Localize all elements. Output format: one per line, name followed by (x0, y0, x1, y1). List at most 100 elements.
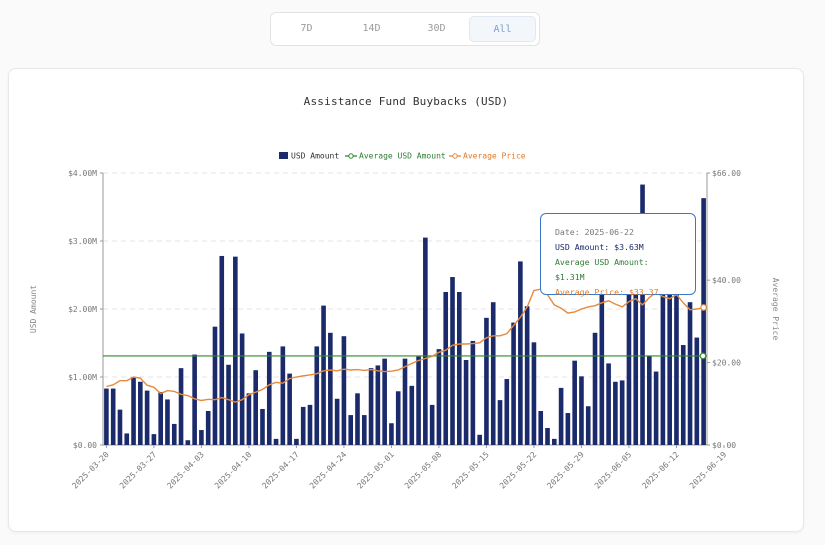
usd-amount-bar[interactable] (660, 291, 666, 445)
usd-amount-bar[interactable] (538, 411, 544, 445)
usd-amount-bar[interactable] (294, 438, 299, 445)
usd-amount-bar[interactable] (192, 354, 197, 445)
usd-amount-bar[interactable] (117, 409, 123, 445)
usd-amount-bar[interactable] (409, 385, 415, 445)
usd-amount-bar[interactable] (402, 358, 408, 445)
usd-amount-bar[interactable] (328, 332, 333, 445)
usd-amount-bar[interactable] (151, 434, 157, 445)
usd-amount-bar[interactable] (531, 342, 537, 445)
range-30d-button[interactable]: 30D (427, 23, 446, 34)
legend-average-label[interactable]: Average USD Amount (359, 152, 446, 161)
usd-amount-bar[interactable] (585, 406, 591, 445)
usd-amount-bar[interactable] (572, 360, 577, 445)
usd-amount-bar[interactable] (246, 393, 252, 445)
usd-amount-bar[interactable] (110, 388, 116, 445)
usd-amount-bar[interactable] (368, 368, 374, 445)
usd-amount-bar[interactable] (647, 355, 652, 445)
range-7d-button[interactable]: 7D (300, 23, 313, 34)
usd-amount-bar[interactable] (599, 289, 605, 445)
usd-amount-bar[interactable] (382, 358, 387, 445)
usd-amount-bar[interactable] (456, 292, 462, 445)
usd-amount-bar[interactable] (219, 255, 225, 445)
usd-amount-bar[interactable] (280, 346, 286, 445)
usd-amount-bar[interactable] (171, 423, 177, 445)
usd-amount-bar[interactable] (429, 404, 435, 445)
usd-amount-bar[interactable] (178, 368, 184, 445)
usd-amount-bar[interactable] (199, 430, 204, 445)
usd-amount-bar[interactable] (667, 249, 672, 445)
usd-amount-bar[interactable] (300, 406, 306, 445)
usd-amount-bar[interactable] (212, 326, 218, 445)
usd-amount-bar[interactable] (701, 198, 706, 445)
usd-amount-bar[interactable] (260, 408, 265, 445)
usd-amount-bar[interactable] (687, 302, 693, 445)
usd-amount-bar[interactable] (361, 415, 367, 445)
usd-amount-bar[interactable] (551, 438, 557, 445)
usd-amount-bar[interactable] (389, 423, 394, 445)
usd-amount-bar[interactable] (565, 413, 571, 445)
legend-price-label[interactable]: Average Price (463, 152, 526, 161)
usd-amount-bar[interactable] (314, 346, 320, 445)
usd-amount-bar[interactable] (158, 391, 163, 445)
usd-amount-bar[interactable] (653, 371, 659, 445)
usd-amount-bar[interactable] (694, 337, 700, 445)
usd-amount-bar[interactable] (633, 277, 639, 445)
usd-amount-bar[interactable] (490, 302, 496, 445)
usd-amount-bar[interactable] (321, 305, 326, 445)
usd-amount-bar[interactable] (640, 184, 645, 445)
usd-amount-bar[interactable] (436, 349, 442, 445)
usd-amount-bar[interactable] (477, 434, 482, 445)
usd-amount-bar[interactable] (226, 364, 231, 445)
usd-amount-bar[interactable] (579, 376, 584, 445)
usd-amount-bar[interactable] (680, 345, 686, 445)
legend-usd-label[interactable]: USD Amount (291, 152, 339, 161)
usd-amount-bar[interactable] (416, 356, 421, 445)
usd-amount-bar[interactable] (395, 391, 401, 445)
usd-amount-bar[interactable] (307, 404, 313, 445)
y2-axis-title: Average Price (771, 278, 780, 341)
usd-amount-bar[interactable] (144, 390, 150, 445)
usd-amount-bar[interactable] (613, 381, 618, 445)
range-all-button[interactable]: All (469, 16, 536, 42)
usd-amount-bar[interactable] (592, 332, 598, 445)
usd-amount-bar[interactable] (287, 373, 292, 445)
usd-amount-bar[interactable] (185, 440, 191, 445)
usd-amount-bar[interactable] (606, 363, 611, 445)
usd-amount-bar[interactable] (205, 411, 211, 445)
usd-amount-bar[interactable] (497, 400, 503, 445)
usd-amount-bar[interactable] (266, 351, 272, 445)
usd-amount-bar[interactable] (484, 317, 489, 445)
usd-amount-bar[interactable] (131, 377, 136, 445)
usd-amount-bar[interactable] (104, 388, 109, 445)
usd-amount-bar[interactable] (165, 399, 170, 445)
usd-amount-bar[interactable] (239, 333, 245, 445)
usd-amount-bar[interactable] (233, 256, 238, 445)
usd-amount-bar[interactable] (341, 336, 347, 445)
usd-amount-bar[interactable] (524, 306, 530, 445)
usd-amount-bar[interactable] (253, 370, 259, 445)
usd-amount-bar[interactable] (375, 365, 381, 445)
usd-amount-bar[interactable] (504, 379, 510, 445)
usd-amount-bar[interactable] (423, 237, 428, 445)
usd-amount-bar[interactable] (558, 387, 564, 445)
usd-amount-bar[interactable] (124, 433, 130, 445)
usd-amount-bar[interactable] (545, 428, 550, 445)
usd-amount-bar[interactable] (463, 360, 469, 445)
usd-amount-bar[interactable] (619, 380, 625, 445)
usd-amount-bar[interactable] (626, 291, 632, 445)
x-tick-label: 2025-05-15 (450, 450, 491, 491)
usd-amount-bar[interactable] (138, 381, 143, 445)
usd-amount-bar[interactable] (450, 277, 455, 445)
usd-amount-bar[interactable] (273, 438, 279, 445)
usd-amount-bar[interactable] (443, 292, 449, 445)
legend-price-marker (452, 153, 458, 159)
usd-amount-bar[interactable] (348, 415, 354, 445)
usd-amount-bar[interactable] (470, 340, 476, 445)
usd-amount-bar[interactable] (334, 398, 340, 445)
usd-amount-bar[interactable] (674, 292, 679, 445)
range-14d-button[interactable]: 14D (362, 23, 381, 34)
usd-amount-bar[interactable] (355, 393, 360, 445)
usd-amount-bar[interactable] (511, 322, 516, 445)
usd-amount-bar[interactable] (518, 261, 523, 445)
